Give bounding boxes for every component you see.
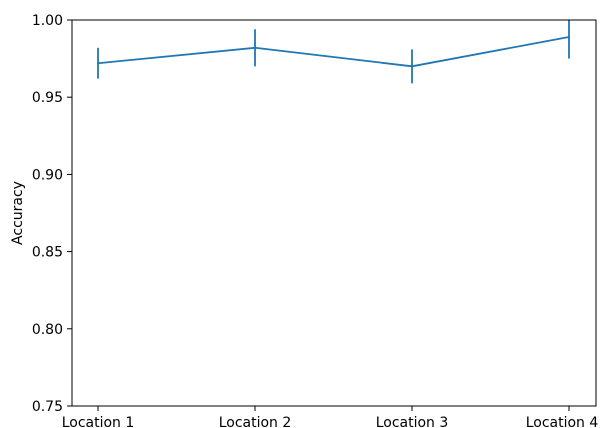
series-group	[97, 36, 570, 68]
x-tick-label: Location 2	[219, 415, 292, 428]
y-axis-label: Accuracy	[10, 181, 26, 245]
series-line	[97, 36, 570, 68]
x-tick-label: Location 3	[376, 415, 449, 428]
y-tick-label: 1.00	[32, 13, 63, 29]
x-axis: Location 1 Location 2 Location 3 Location 4	[62, 406, 599, 428]
x-tick-label: Location 1	[62, 415, 135, 428]
y-tick-label: 0.85	[32, 245, 63, 261]
y-axis: 0.75 0.80 0.85 0.90 0.95 1.00	[32, 13, 72, 415]
plot-frame	[71, 19, 597, 407]
y-tick-label: 0.90	[32, 167, 63, 183]
y-tick-label: 0.75	[32, 399, 63, 415]
y-tick-label: 0.95	[32, 90, 63, 106]
x-tick-label: Location 4	[526, 415, 599, 428]
plot-area	[71, 19, 597, 407]
y-tick-label: 0.80	[32, 322, 63, 338]
